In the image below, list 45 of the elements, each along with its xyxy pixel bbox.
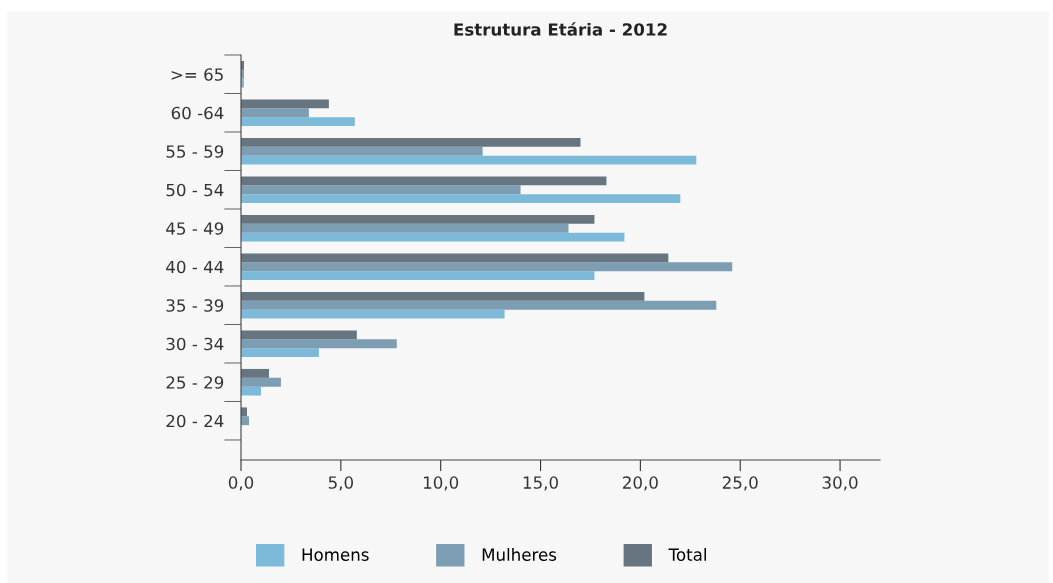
bar <box>241 309 505 319</box>
bar <box>241 155 697 165</box>
bar <box>241 368 269 378</box>
legend-label: Mulheres <box>482 548 557 561</box>
y-tick-label: 45 - 49 <box>166 222 224 235</box>
bar <box>241 99 329 109</box>
y-tick-label: 25 - 29 <box>166 376 224 389</box>
bar <box>241 117 355 127</box>
bar <box>241 214 595 224</box>
bar <box>241 377 281 387</box>
y-tick-label: 60 -64 <box>171 106 224 120</box>
bar <box>241 223 569 233</box>
bar <box>241 253 669 263</box>
y-tick-label: 20 - 24 <box>166 414 224 428</box>
x-tick-label: 5,0 <box>328 476 353 491</box>
bar <box>241 137 581 147</box>
y-tick-label: 55 - 59 <box>166 145 224 158</box>
bar <box>241 330 357 340</box>
legend-label: Total <box>668 548 706 561</box>
bar <box>241 262 733 272</box>
x-tick-label: 15,0 <box>523 476 558 491</box>
x-tick-label: 0,0 <box>228 476 254 491</box>
bar <box>241 185 521 195</box>
bar <box>241 291 645 301</box>
bar <box>241 108 309 118</box>
legend-label: Homens <box>302 548 369 561</box>
bar <box>241 176 607 186</box>
y-tick-label: >= 65 <box>171 68 223 81</box>
x-tick-label: 20,0 <box>623 476 658 491</box>
y-tick-label: 30 - 34 <box>166 337 224 351</box>
bar <box>241 232 625 242</box>
x-tick-label: 30,0 <box>822 476 858 491</box>
bar <box>241 146 483 156</box>
x-tick-label: 10,0 <box>423 476 459 491</box>
bar <box>241 339 397 349</box>
x-tick-label: 25,0 <box>722 476 758 491</box>
bar <box>241 348 319 358</box>
bar <box>241 386 261 396</box>
y-tick-label: 35 - 39 <box>166 299 224 312</box>
bar <box>241 194 681 204</box>
y-tick-label: 40 - 44 <box>166 260 224 274</box>
bar <box>241 271 595 281</box>
y-tick-label: 50 - 54 <box>166 183 224 197</box>
bar <box>241 300 717 310</box>
chart-title: Estrutura Etária - 2012 <box>454 22 667 36</box>
